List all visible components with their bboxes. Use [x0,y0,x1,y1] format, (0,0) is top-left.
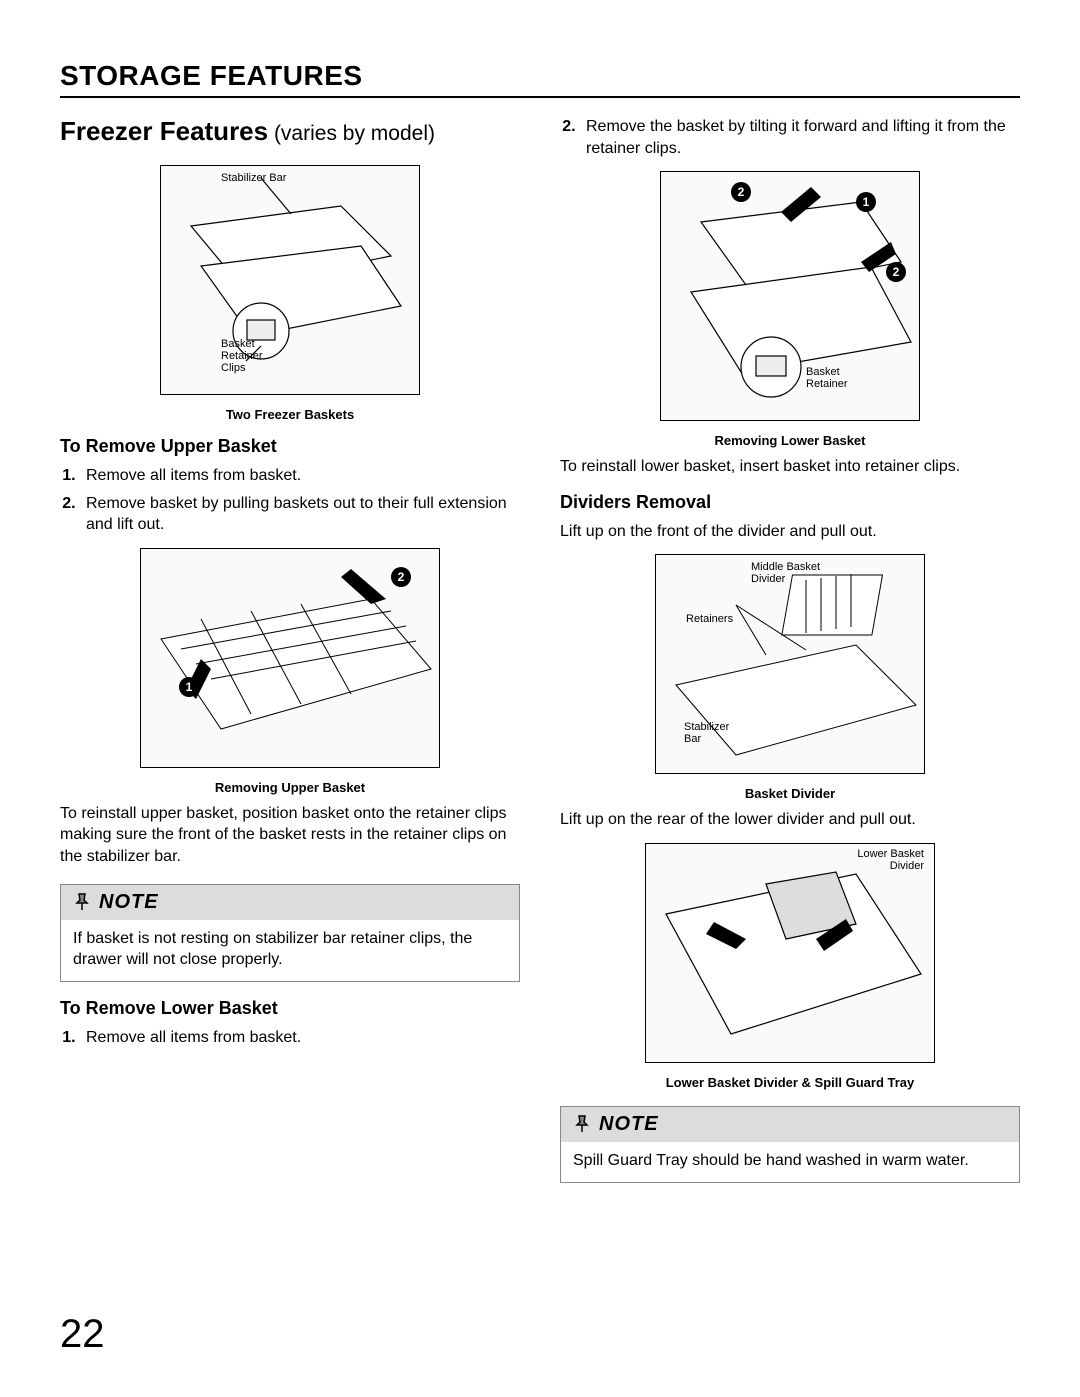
list-item: Remove the basket by tilting it forward … [580,116,1020,159]
fig3-label: Basket Retainer [806,366,848,390]
fig5-caption: Lower Basket Divider & Spill Guard Tray [560,1075,1020,1090]
left-column: Freezer Features (varies by model) Stabi… [60,116,520,1199]
figure-removing-lower-basket: 2 1 2 Basket Retainer Removing Lower Bas… [560,171,1020,448]
lower-basket-step2: Remove the basket by tilting it forward … [560,116,1020,159]
callout-1-badge: 1 [179,677,199,697]
lower-divider-illustration [646,844,936,1064]
subhead-dividers: Dividers Removal [560,492,1020,513]
lower-reinstall-text: To reinstall lower basket, insert basket… [560,456,1020,478]
fig5-label: Lower Basket Divider [857,848,924,872]
subhead-lower-basket: To Remove Lower Basket [60,998,520,1019]
note-head-1: NOTE [61,885,519,920]
figure-two-freezer-baskets: Stabilizer Bar Basket Retainer Clips Two… [60,165,520,422]
fig4-caption: Basket Divider [560,786,1020,801]
fig1-label-stabilizer: Stabilizer Bar [221,172,286,184]
right-column: Remove the basket by tilting it forward … [560,116,1020,1199]
fig4-label2: Retainers [686,613,733,625]
lower-basket-remove-illustration [661,172,921,422]
fig4-label3: Stabilizer Bar [684,721,729,745]
subhead-upper-basket: To Remove Upper Basket [60,436,520,457]
freezer-baskets-illustration [161,166,421,396]
note2-head-text: NOTE [599,1113,659,1136]
note-box-1: NOTE If basket is not resting on stabili… [60,884,520,982]
upper-basket-steps: Remove all items from basket. Remove bas… [60,465,520,536]
figure-removing-upper-basket: 2 1 Removing Upper Basket [60,548,520,795]
fig1-label-clips: Basket Retainer Clips [221,338,263,374]
fig2-caption: Removing Upper Basket [60,780,520,795]
callout-2-badge: 2 [391,567,411,587]
lower-basket-steps: Remove all items from basket. [60,1027,520,1049]
fig1-caption: Two Freezer Baskets [60,407,520,422]
upper-reinstall-text: To reinstall upper basket, position bask… [60,803,520,868]
pushpin-icon [73,893,91,911]
page-header: STORAGE FEATURES [60,60,1020,92]
section-title: Freezer Features (varies by model) [60,116,520,147]
note2-body: Spill Guard Tray should be hand washed i… [561,1142,1019,1182]
two-column-layout: Freezer Features (varies by model) Stabi… [60,116,1020,1199]
list-item: Remove basket by pulling baskets out to … [80,493,520,536]
fig3-caption: Removing Lower Basket [560,433,1020,448]
section-title-light: (varies by model) [268,122,435,145]
dividers-text1: Lift up on the front of the divider and … [560,521,1020,543]
note1-head-text: NOTE [99,891,159,914]
fig4-label1: Middle Basket Divider [751,561,820,585]
page-number: 22 [60,1312,105,1357]
list-item: Remove all items from basket. [80,465,520,487]
note1-body: If basket is not resting on stabilizer b… [61,920,519,981]
note-box-2: NOTE Spill Guard Tray should be hand was… [560,1106,1020,1183]
note-head-2: NOTE [561,1107,1019,1142]
figure-basket-divider: Middle Basket Divider Retainers Stabiliz… [560,554,1020,801]
list-item: Remove all items from basket. [80,1027,520,1049]
section-title-bold: Freezer Features [60,116,268,146]
dividers-text2: Lift up on the rear of the lower divider… [560,809,1020,831]
figure-lower-divider-tray: Lower Basket Divider Lower Basket Divide… [560,843,1020,1090]
pushpin-icon [573,1115,591,1133]
header-rule [60,96,1020,98]
